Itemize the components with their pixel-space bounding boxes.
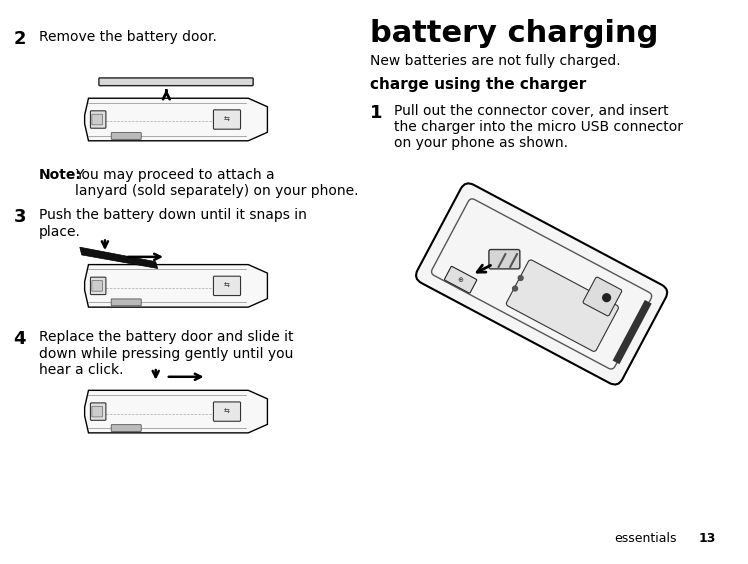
FancyBboxPatch shape <box>489 249 520 269</box>
Text: Remove the battery door.: Remove the battery door. <box>39 29 217 43</box>
Text: ⇆: ⇆ <box>224 117 230 122</box>
FancyBboxPatch shape <box>213 402 241 421</box>
FancyBboxPatch shape <box>213 276 241 296</box>
Text: ⇆: ⇆ <box>224 283 230 289</box>
Text: Note:: Note: <box>39 168 82 182</box>
Text: You may proceed to attach a
lanyard (sold separately) on your phone.: You may proceed to attach a lanyard (sol… <box>76 168 359 198</box>
FancyBboxPatch shape <box>613 300 652 364</box>
FancyBboxPatch shape <box>99 78 253 86</box>
FancyBboxPatch shape <box>92 114 102 125</box>
FancyBboxPatch shape <box>111 299 141 306</box>
Text: 3: 3 <box>13 209 26 227</box>
FancyBboxPatch shape <box>583 277 622 316</box>
Text: charge using the charger: charge using the charger <box>370 77 586 92</box>
Text: Pull out the connector cover, and insert
the charger into the micro USB connecto: Pull out the connector cover, and insert… <box>393 104 683 151</box>
FancyBboxPatch shape <box>506 260 619 351</box>
Circle shape <box>512 286 518 291</box>
Polygon shape <box>85 98 268 141</box>
Text: Replace the battery door and slide it
down while pressing gently until you
hear : Replace the battery door and slide it do… <box>39 331 293 377</box>
Polygon shape <box>85 390 268 433</box>
FancyBboxPatch shape <box>213 110 241 129</box>
Circle shape <box>518 276 523 280</box>
Text: essentials: essentials <box>615 532 677 545</box>
FancyBboxPatch shape <box>91 111 106 128</box>
Text: 1: 1 <box>370 104 383 122</box>
FancyBboxPatch shape <box>91 403 106 420</box>
Text: 13: 13 <box>699 532 716 545</box>
Text: New batteries are not fully charged.: New batteries are not fully charged. <box>370 54 621 68</box>
FancyBboxPatch shape <box>92 406 102 417</box>
Text: ⇆: ⇆ <box>224 408 230 415</box>
Polygon shape <box>80 247 158 268</box>
FancyBboxPatch shape <box>111 133 141 139</box>
Text: battery charging: battery charging <box>370 19 659 48</box>
Circle shape <box>603 294 610 302</box>
Polygon shape <box>85 265 268 307</box>
Text: 2: 2 <box>13 29 26 47</box>
FancyBboxPatch shape <box>91 277 106 294</box>
Text: 4: 4 <box>13 331 26 349</box>
Text: Push the battery down until it snaps in
place.: Push the battery down until it snaps in … <box>39 209 307 239</box>
Text: ⊕: ⊕ <box>458 277 464 283</box>
FancyBboxPatch shape <box>416 183 667 385</box>
FancyBboxPatch shape <box>92 280 102 291</box>
FancyBboxPatch shape <box>444 266 476 293</box>
FancyBboxPatch shape <box>111 425 141 431</box>
